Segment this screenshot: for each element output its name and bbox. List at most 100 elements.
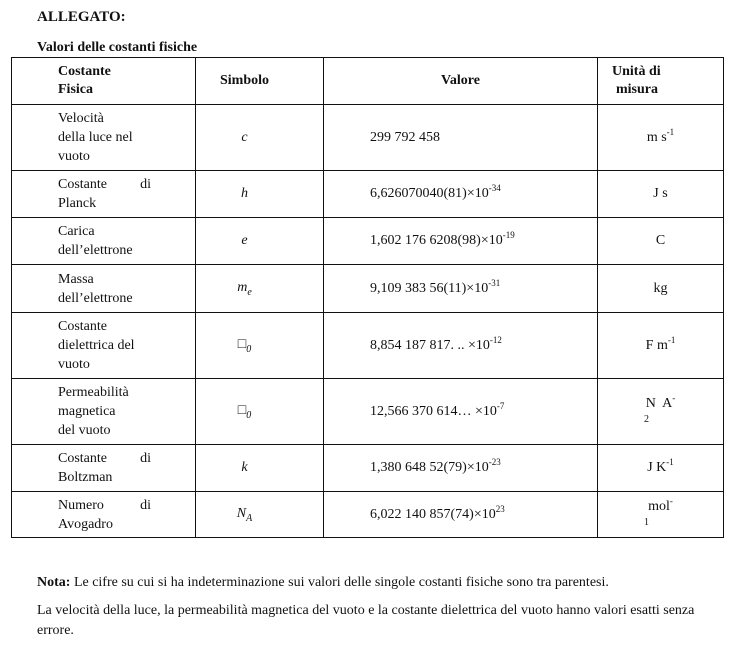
unit-main: m s-1 [598,126,723,146]
constant-name: Costante di Planck [11,170,196,218]
value-base: 8,854 187 817. .. ×10 [370,337,490,353]
constant-value: 12,566 370 614… ×10-7 [323,378,598,445]
constant-name-word: dielettrica del [58,338,135,353]
value-base: 1,380 648 52(79)×10 [370,460,489,475]
constant-name-line: Numero di [58,496,151,515]
symbol-main: c [241,129,248,145]
constant-symbol: e [195,217,324,265]
constant-name-line: dielettrica del [58,336,151,355]
constant-name-word: Permeabilità [58,385,129,400]
value-exponent: 23 [495,503,505,514]
unit-main: mol- [598,495,723,515]
table-row: Carica dell’elettrone e 1,602 176 6208(98)×… [11,217,724,265]
constant-name-word: di [140,497,151,513]
constant-name-word: vuoto [58,149,90,164]
value-exponent: -12 [489,334,502,345]
constant-name-line: della luce nel [58,128,151,147]
unit-exponent-wrap: 2 [644,413,649,425]
unit-main: C [598,233,723,249]
constant-name: Costante di Boltzman [11,444,196,492]
constant-name-line: vuoto [58,147,151,166]
symbol-main: k [241,460,248,475]
unit-exponent-wrap: 1 [644,516,649,528]
value-exponent: -31 [488,277,501,288]
constant-name-line: Costante di [58,449,151,468]
constant-name-word: della luce nel [58,130,133,145]
unit-exponent: - [669,495,673,506]
unit-base: m s [646,129,667,145]
constant-name-line: Boltzman [58,468,151,487]
header-name-line: Fisica [58,82,93,97]
unit-base: N A [645,395,673,411]
unit-main: J K-1 [598,458,723,476]
constant-name-word: Massa [58,271,94,287]
unit-exponent: -1 [666,126,675,137]
constant-unit: J K-1 [597,444,724,492]
constant-name-word: dell’elettrone [58,243,133,258]
unit-main: kg [598,281,723,297]
constant-symbol: k [195,444,324,492]
unit-base: kg [653,280,668,296]
unit-base: J K [647,460,667,475]
constant-name-word: Costante [58,451,107,466]
constant-name-line: magnetica [58,402,151,421]
constant-value: 1,380 648 52(79)×10-23 [323,444,598,492]
unit-base: F m [645,337,668,353]
symbol-main: h [241,186,248,201]
value-base: 6,626070040(81)×10 [370,186,489,201]
symbol-subscript: 0 [246,343,252,355]
constant-name-line: Permeabilità [58,383,151,402]
note-paragraph: La velocità della luce, la permeabilità … [37,603,695,638]
table-row: Velocità della luce nel vuoto c 299 792 458 m… [11,104,724,171]
constant-name-word: Planck [58,196,97,211]
value-base: 9,109 383 56(11)×10 [370,280,489,296]
constant-unit: J s [597,170,724,218]
value-exponent: -34 [488,183,501,193]
unit-exponent: -1 [667,334,676,345]
constant-name-line: Costante di [58,175,151,194]
unit-main: J s [598,186,723,202]
constant-symbol: h [195,170,324,218]
table-row: Numero di Avogadro NA 6,022 140 857(74)×1023… [11,491,724,538]
constant-value: 8,854 187 817. .. ×10-12 [323,312,598,379]
constant-symbol: NA [195,491,324,538]
constant-name-word: Numero [58,497,104,513]
constant-value: 6,022 140 857(74)×1023 [323,491,598,538]
constant-name-word: di [140,177,151,192]
constant-name-line: Massa [58,270,151,289]
header-name: Costante Fisica [11,57,196,105]
header-name-line: Costante [58,64,111,79]
value-exponent: -23 [488,457,501,467]
constant-name-word: Boltzman [58,470,113,485]
constant-name: Carica dell’elettrone [11,217,196,265]
constant-unit: F m-1 [597,312,724,379]
constant-name: Velocità della luce nel vuoto [11,104,196,171]
note-label: Nota: [37,575,71,590]
symbol-subscript: A [246,512,253,524]
constant-name-line: del vuoto [58,421,151,440]
constant-name-word: Costante [58,177,107,192]
constant-name-line: vuoto [58,355,151,374]
subheading: Valori delle costanti fisiche [37,40,198,55]
constant-name-word: Velocità [58,111,104,126]
constant-name-line: Carica [58,222,151,241]
symbol-subscript: e [247,286,252,298]
unit-base: mol [648,498,670,514]
constants-table: Costante Fisica Simbolo Valore Unità di … [11,57,724,538]
constant-name-line: Costante [58,317,151,336]
constant-symbol: c [195,104,324,171]
constant-value: 6,626070040(81)×10-34 [323,170,598,218]
unit-main: F m-1 [598,334,723,354]
symbol-main: e [241,233,248,248]
value-base: 299 792 458 [370,129,440,145]
symbol-main: N [236,505,247,521]
constant-unit: mol- 1 [597,491,724,538]
header-unit: Unità di misura [597,57,724,105]
constant-unit: N A- 2 [597,378,724,445]
unit-base: C [655,233,666,248]
table-row: Massa dell’elettrone me 9,109 383 56(11)×10… [11,264,724,313]
constant-name-line: dell’elettrone [58,241,151,260]
constant-name-word: vuoto [58,357,90,372]
constant-symbol: me [195,264,324,313]
constant-name: Numero di Avogadro [11,491,196,538]
